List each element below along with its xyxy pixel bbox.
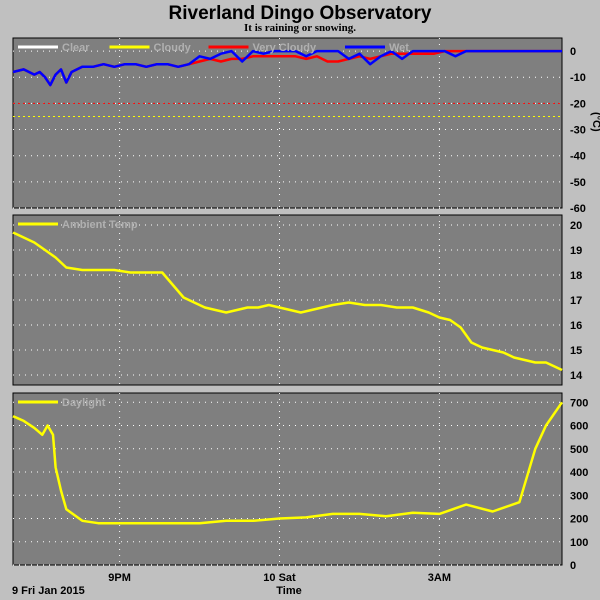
y-tick-label: 0 — [570, 560, 576, 572]
y-tick-label: 19 — [570, 245, 582, 257]
legend-label: Clear — [62, 42, 90, 54]
plot-area — [12, 214, 563, 386]
series-line-daylight — [12, 401, 564, 525]
y-tick-label: -10 — [570, 72, 586, 84]
series-line-ambient-temp — [12, 231, 563, 372]
date-label: 9 Fri Jan 2015 — [12, 585, 85, 597]
x-tick-label: 10 Sat — [263, 572, 296, 584]
y-tick-label: 18 — [570, 270, 582, 282]
legend-label: Daylight — [62, 397, 106, 409]
legend-label: Very Cloudy — [253, 42, 317, 54]
y-tick-label: -30 — [570, 125, 586, 137]
y-tick-label: 17 — [570, 295, 582, 307]
y-tick-label: 200 — [570, 514, 588, 526]
y-tick-label: 20 — [570, 220, 582, 232]
series-line-wet — [12, 49, 562, 87]
y-tick-label: 400 — [570, 467, 588, 479]
y-tick-label: 16 — [570, 320, 582, 332]
y-tick-label: 14 — [570, 370, 583, 382]
chart-title: Riverland Dingo Observatory — [169, 3, 432, 24]
y-tick-label: -50 — [570, 177, 586, 189]
y-tick-label: -40 — [570, 151, 586, 163]
chart-subtitle: It is raining or snowing. — [244, 22, 356, 34]
legend-label: Ambient Temp — [62, 219, 138, 231]
y-axis-title: (°C) — [590, 112, 600, 132]
x-tick-label: 9PM — [108, 572, 131, 584]
y-tick-label: 700 — [570, 397, 588, 409]
y-tick-label: 100 — [570, 537, 588, 549]
plot-area — [12, 37, 563, 209]
y-tick-label: 300 — [570, 490, 588, 502]
y-tick-label: -20 — [570, 98, 586, 110]
y-tick-label: 600 — [570, 421, 588, 433]
x-tick-label: 3AM — [428, 572, 451, 584]
y-tick-label: -60 — [570, 203, 586, 215]
x-axis-title: Time — [276, 585, 301, 597]
legend-label: Cloudy — [154, 42, 192, 54]
panel-daylight: 700 600 500 400 300 200 100 0 9PM 10 Sat 3AM Daylig… — [12, 392, 588, 584]
legend-label: Wet — [389, 42, 409, 54]
panel-sky: 0 -10 -20 -30 -40 -50 -60 Clear Cloudy Very Cloud… — [12, 37, 600, 215]
y-tick-label: 500 — [570, 444, 588, 456]
panel-ambient: 20 19 18 17 16 15 14 Ambient Temp — [12, 214, 583, 386]
plot-area — [12, 392, 563, 566]
y-tick-label: 15 — [570, 345, 582, 357]
y-tick-label: 0 — [570, 46, 576, 58]
